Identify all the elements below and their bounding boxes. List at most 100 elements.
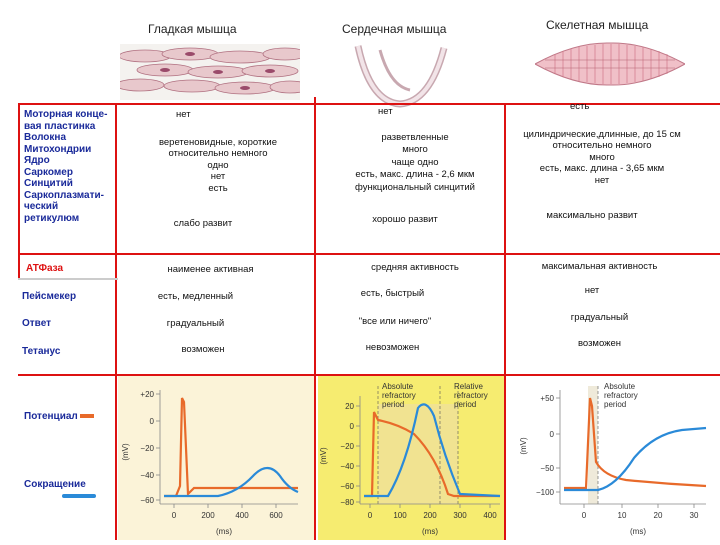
grid-line-col3: [504, 103, 506, 540]
smooth-response: градуальный: [166, 318, 225, 329]
cardiac-motor-endplate: нет: [378, 106, 393, 117]
grid-line-top: [18, 103, 720, 105]
cardiac-sr: хорошо развит: [372, 214, 438, 225]
smooth-sr: слабо развит: [173, 218, 233, 229]
skeletal-pacemaker: нет: [584, 285, 600, 296]
skeletal-atpase: максимальная активность: [541, 261, 658, 272]
cardiac-xtick-3: 300: [453, 511, 467, 520]
smooth-xtick-2: 400: [235, 511, 249, 520]
cardiac-ytick-4: −60: [340, 482, 354, 491]
skeletal-muscle-image: [535, 42, 685, 86]
smooth-ytick-0: +20: [140, 390, 154, 399]
skeletal-abs-ann-2: period: [604, 400, 626, 409]
grid-line-left: [18, 103, 20, 278]
legend-potential-label: Потенциал: [24, 411, 78, 422]
skeletal-ytick-1: 0: [550, 430, 555, 439]
cardiac-ytick-2: −20: [340, 442, 354, 451]
smooth-atpase: наименее активная: [167, 264, 254, 275]
cardiac-muscle-image: [354, 45, 448, 108]
skeletal-ytick-3: −100: [536, 488, 555, 497]
skeletal-response: градуальный: [570, 312, 629, 323]
cardiac-ytick-1: 0: [350, 422, 355, 431]
cardiac-chart: Absolute refractory period Relative refr…: [319, 382, 501, 536]
cardiac-abs-ann-0: Absolute: [382, 382, 414, 391]
grid-line-col2: [314, 97, 316, 540]
smooth-xlabel: (ms): [216, 527, 232, 536]
skeletal-chart-panel: Absolute refractory period +50 0 −50 −10…: [506, 376, 720, 540]
smooth-contraction-curve: [164, 466, 299, 498]
cardiac-tetanus: невозможен: [365, 342, 420, 353]
smooth-xtick-0: 0: [172, 511, 177, 520]
label-sr-1: Саркоплазмати-: [24, 189, 104, 201]
skeletal-muscle-header: Скелетная мышца: [546, 18, 649, 32]
cardiac-abs-ann-2: period: [382, 400, 404, 409]
cardiac-xlabel: (ms): [422, 527, 438, 536]
cardiac-ytick-3: −40: [340, 462, 354, 471]
smooth-xtick-1: 200: [201, 511, 215, 520]
smooth-muscle-header: Гладкая мышца: [148, 22, 237, 36]
cardiac-xtick-0: 0: [368, 511, 373, 520]
smooth-ytick-3: −40: [140, 471, 154, 480]
grid-line-charts: [18, 374, 720, 376]
skeletal-xtick-0: 0: [582, 511, 587, 520]
smooth-ylabel: (mV): [121, 443, 130, 461]
cardiac-chart-panel: Absolute refractory period Relative refr…: [318, 376, 504, 540]
legend-contraction-swatch: [62, 494, 96, 498]
smooth-muscle-image: [120, 44, 300, 100]
smooth-fibers: веретеновидные, короткие: [158, 136, 278, 148]
grid-line-col1: [115, 103, 117, 540]
smooth-tetanus: возможен: [181, 344, 225, 355]
smooth-potential-curve: [164, 397, 298, 498]
cardiac-fibers: разветвленные: [381, 131, 449, 143]
cardiac-rel-ann-2: period: [454, 400, 476, 409]
skeletal-mitochondria: относительно немного: [552, 140, 652, 151]
skeletal-structure: есть цилиндрические,длинные, до 15 см от…: [512, 101, 692, 186]
cardiac-abs-ann-1: refractory: [382, 391, 416, 400]
skeletal-fibers: цилиндрические,длинные, до 15 см: [523, 128, 681, 140]
cardiac-structure: нет разветвленные много чаще одно есть, …: [330, 106, 500, 194]
label-sarcomere: Саркомер: [24, 166, 73, 178]
cardiac-sarcomere: есть, макс. длина - 2,6 мкм: [355, 169, 475, 180]
skeletal-xlabel: (ms): [630, 527, 646, 536]
skeletal-abs-ann-0: Absolute: [604, 382, 636, 391]
smooth-motor-endplate: нет: [176, 109, 191, 120]
cardiac-rel-ann-1: refractory: [454, 391, 488, 400]
smooth-chart: +20 0 −20 −40 −60 (mV) 0 200 400 600 (ms…: [121, 390, 299, 536]
smooth-ytick-1: 0: [150, 417, 155, 426]
cardiac-nucleus: чаще одно: [391, 156, 439, 168]
smooth-syncytium: есть: [208, 182, 228, 194]
smooth-sarcomere: нет: [210, 171, 226, 182]
smooth-pacemaker: есть, медленный: [157, 291, 234, 302]
skeletal-xtick-1: 10: [618, 511, 627, 520]
skeletal-syncytium: нет: [594, 174, 610, 186]
label-syncytium: Синцитий: [24, 178, 73, 189]
smooth-ytick-2: −20: [140, 444, 154, 453]
structure-labels: Моторная конце- вая пластинка Волокна Ми…: [24, 109, 107, 224]
skeletal-xtick-2: 20: [654, 511, 663, 520]
cardiac-ytick-0: 20: [345, 402, 354, 411]
skeletal-tetanus: возможен: [577, 338, 622, 349]
label-fibers: Волокна: [24, 132, 67, 143]
cardiac-ytick-5: −80: [340, 498, 354, 507]
skeletal-ytick-2: −50: [540, 464, 554, 473]
skeletal-chart: Absolute refractory period +50 0 −50 −10…: [519, 382, 707, 536]
cardiac-ylabel: (mV): [319, 447, 328, 465]
skeletal-nucleus: много: [589, 151, 615, 163]
label-mitochondria: Митохондрии: [24, 143, 92, 155]
skeletal-contraction-curve: [564, 426, 707, 492]
cardiac-potential-curve: [364, 411, 500, 498]
label-tetanus: Тетанус: [22, 346, 61, 357]
label-motor-endplate-2: вая пластинка: [24, 120, 96, 132]
cardiac-atpase: средняя активность: [371, 262, 459, 273]
skeletal-potential-curve: [564, 397, 707, 490]
cardiac-xtick-1: 100: [393, 511, 407, 520]
cardiac-pacemaker: есть, быстрый: [360, 288, 425, 299]
smooth-structure: нет веретеновидные, короткие относительн…: [128, 109, 308, 194]
grid-line-mid: [18, 253, 720, 255]
skeletal-ytick-0: +50: [540, 394, 554, 403]
smooth-ytick-4: −60: [140, 496, 154, 505]
cardiac-xtick-4: 400: [483, 511, 497, 520]
cardiac-muscle-header: Сердечная мышца: [342, 22, 447, 36]
skeletal-sr: максимально развит: [546, 210, 638, 221]
label-response: Ответ: [22, 318, 52, 329]
